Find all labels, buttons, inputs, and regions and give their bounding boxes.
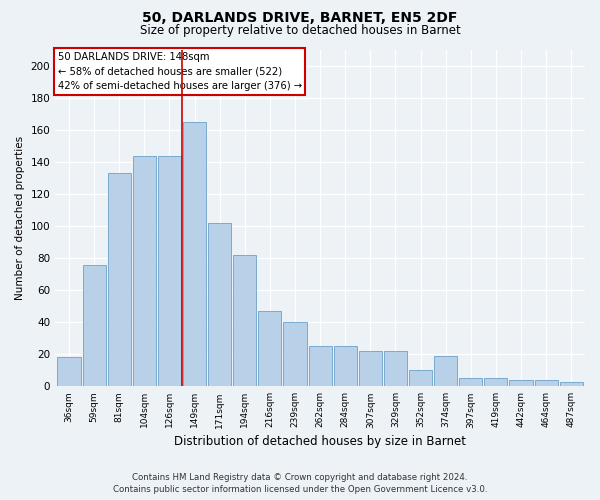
Bar	[158, 156, 181, 386]
Bar	[183, 122, 206, 386]
Y-axis label: Number of detached properties: Number of detached properties	[15, 136, 25, 300]
X-axis label: Distribution of detached houses by size in Barnet: Distribution of detached houses by size …	[174, 434, 466, 448]
Bar	[107, 174, 131, 386]
Text: 50, DARLANDS DRIVE, BARNET, EN5 2DF: 50, DARLANDS DRIVE, BARNET, EN5 2DF	[142, 11, 458, 25]
Bar	[409, 370, 432, 386]
Bar	[535, 380, 557, 386]
Bar	[208, 223, 231, 386]
Bar	[83, 264, 106, 386]
Text: Contains HM Land Registry data © Crown copyright and database right 2024.
Contai: Contains HM Land Registry data © Crown c…	[113, 472, 487, 494]
Bar	[334, 346, 357, 387]
Bar	[259, 311, 281, 386]
Bar	[283, 322, 307, 386]
Bar	[359, 351, 382, 386]
Bar	[509, 380, 533, 386]
Bar	[308, 346, 332, 387]
Text: Size of property relative to detached houses in Barnet: Size of property relative to detached ho…	[140, 24, 460, 37]
Bar	[484, 378, 508, 386]
Bar	[233, 255, 256, 386]
Bar	[459, 378, 482, 386]
Text: 50 DARLANDS DRIVE: 148sqm
← 58% of detached houses are smaller (522)
42% of semi: 50 DARLANDS DRIVE: 148sqm ← 58% of detac…	[58, 52, 302, 92]
Bar	[133, 156, 156, 386]
Bar	[384, 351, 407, 386]
Bar	[434, 356, 457, 386]
Bar	[58, 358, 80, 386]
Bar	[560, 382, 583, 386]
